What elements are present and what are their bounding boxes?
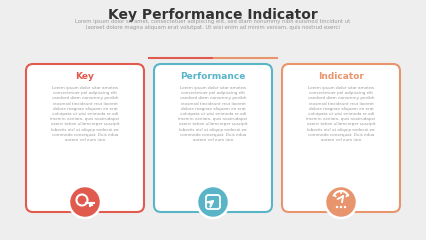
- Circle shape: [340, 206, 342, 208]
- Text: Lorem ipsum dolor sit amet, consectetuer adipiscing elit, sed diam nonummy nibh : Lorem ipsum dolor sit amet, consectetuer…: [75, 19, 351, 24]
- Circle shape: [69, 186, 101, 218]
- Circle shape: [197, 186, 229, 218]
- Text: Key Performance Indicator: Key Performance Indicator: [108, 8, 318, 22]
- Circle shape: [336, 206, 338, 208]
- Circle shape: [80, 198, 84, 202]
- Text: Lorem ipsum dolor sitar ametea
consectetuer pel adipiscing elit
usedsed diam non: Lorem ipsum dolor sitar ametea consectet…: [178, 86, 248, 142]
- Text: Key: Key: [75, 72, 95, 81]
- Text: laoreet dolore magna aliquam erat volutpat. Ut wisi enim ad minim veniam, quis n: laoreet dolore magna aliquam erat volutp…: [86, 25, 340, 30]
- Text: Lorem ipsum dolor sitar ametea
consectetuer pel adipiscing elit
usedsed diam non: Lorem ipsum dolor sitar ametea consectet…: [50, 86, 120, 142]
- FancyBboxPatch shape: [282, 64, 400, 212]
- Circle shape: [325, 186, 357, 218]
- Text: Performance: Performance: [180, 72, 246, 81]
- FancyBboxPatch shape: [26, 64, 144, 212]
- Circle shape: [344, 206, 346, 208]
- FancyBboxPatch shape: [154, 64, 272, 212]
- Text: Lorem ipsum dolor sitar ametea
consectetuer pel adipiscing elit
usedsed diam non: Lorem ipsum dolor sitar ametea consectet…: [306, 86, 376, 142]
- Text: Indicator: Indicator: [318, 72, 364, 81]
